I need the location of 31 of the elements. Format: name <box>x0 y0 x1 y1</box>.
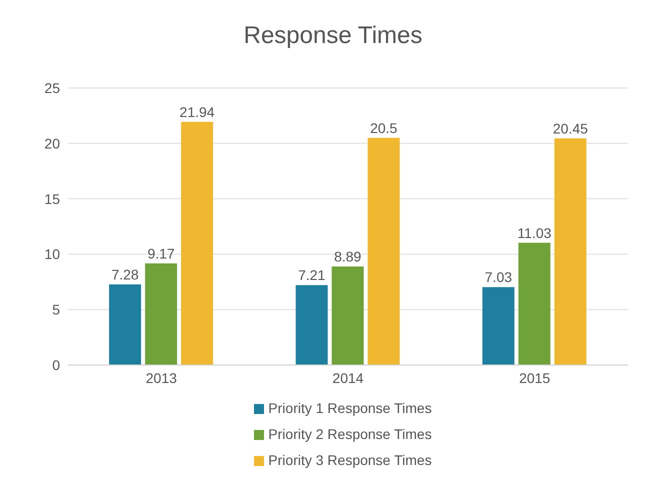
y-tick-label: 20 <box>44 135 60 152</box>
bar <box>181 122 214 365</box>
x-tick-label: 2014 <box>332 370 364 386</box>
data-label: 11.03 <box>517 224 552 241</box>
bar <box>109 284 142 365</box>
y-tick-label: 25 <box>44 80 60 96</box>
bar <box>554 138 586 365</box>
chart-title: Response Times <box>242 21 424 51</box>
bar <box>332 266 364 365</box>
y-tick-label: 0 <box>52 356 60 373</box>
bar <box>296 285 328 365</box>
legend-label: Priority 3 Response Times <box>268 452 432 468</box>
bar <box>145 263 178 365</box>
legend-label: Priority 1 Response Times <box>268 400 432 416</box>
x-tick-label: 2015 <box>519 370 550 386</box>
data-label: 9.17 <box>147 245 175 262</box>
data-label: 8.89 <box>334 248 362 264</box>
data-label: 20.45 <box>552 120 588 136</box>
data-label: 7.03 <box>484 269 512 286</box>
y-tick-label: 10 <box>44 246 60 262</box>
x-tick-label: 2013 <box>146 370 178 386</box>
data-label: 7.28 <box>111 266 139 282</box>
bar <box>518 242 550 365</box>
y-tick-label: 5 <box>52 302 60 318</box>
legend-label: Priority 2 Response Times <box>268 426 432 442</box>
data-label: 7.21 <box>298 267 326 284</box>
y-tick-label: 15 <box>44 190 60 207</box>
bar <box>368 138 400 365</box>
data-label: 21.94 <box>180 104 215 120</box>
bar <box>482 287 514 365</box>
data-label: 20.5 <box>370 120 398 136</box>
